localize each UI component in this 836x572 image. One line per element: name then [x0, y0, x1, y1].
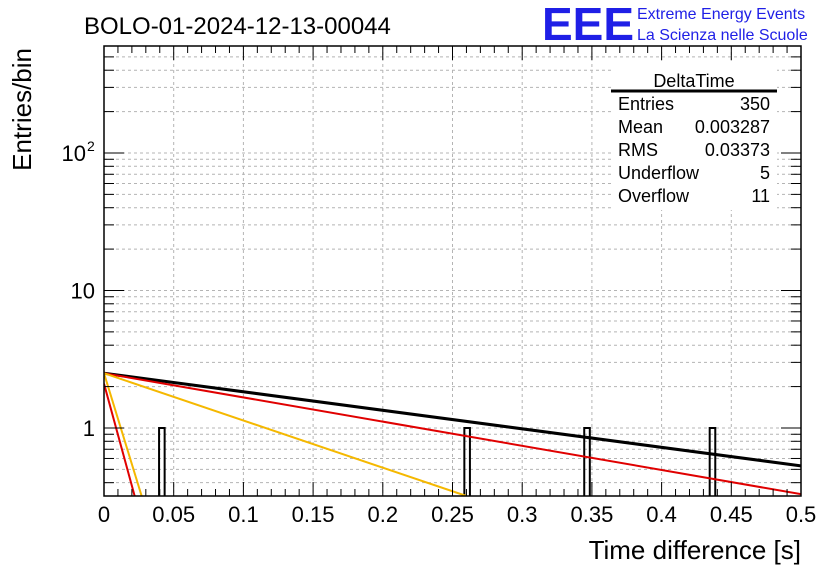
- fit-line: [104, 372, 143, 496]
- y-tick-label: 10: [71, 278, 95, 303]
- eee-logo: EEE: [542, 0, 634, 50]
- axis-ticks: [103, 45, 802, 496]
- x-tick-label: 0.1: [228, 502, 259, 527]
- fit-line: [104, 372, 801, 496]
- stats-box-background: [612, 64, 777, 210]
- grid: [103, 45, 802, 496]
- stats-title: DeltaTime: [653, 71, 734, 91]
- y-axis-title: Entries/bin: [7, 48, 37, 171]
- x-tick-label: 0.45: [710, 502, 753, 527]
- x-tick-label: 0.4: [646, 502, 677, 527]
- stats-row-label: RMS: [618, 140, 658, 160]
- x-tick-label: 0.2: [368, 502, 399, 527]
- run-title: BOLO-01-2024-12-13-00044: [84, 13, 391, 40]
- y-tick-label: 10: [62, 141, 86, 166]
- stats-row-value: 0.003287: [695, 117, 770, 137]
- fit-lines: [104, 371, 801, 496]
- histogram-bar: [463, 426, 471, 496]
- stats-row-value: 5: [760, 163, 770, 183]
- x-tick-label: 0.15: [292, 502, 335, 527]
- fit-line: [104, 383, 136, 496]
- stats-row-label: Mean: [618, 117, 663, 137]
- x-axis-title: Time difference [s]: [589, 535, 801, 565]
- x-tick-label: 0.25: [431, 502, 474, 527]
- org-line1: Extreme Energy Events: [637, 6, 805, 23]
- stats-row-value: 350: [740, 94, 770, 114]
- stats-row-value: 11: [751, 186, 770, 206]
- x-tick-label: 0.35: [570, 502, 613, 527]
- stats-box: DeltaTime Entries 350 Mean 0.003287 RMS 0.033…: [611, 64, 777, 210]
- y-tick-label: 1: [83, 416, 95, 441]
- fit-line: [104, 372, 467, 496]
- x-tick-label: 0.5: [786, 502, 817, 527]
- org-line2: La Scienza nelle Scuole: [637, 27, 808, 44]
- histogram-bar: [158, 426, 166, 496]
- stats-row-value: 0.03373: [705, 140, 770, 160]
- stats-rows: Entries 350 Mean 0.003287 RMS 0.03373Underflo…: [618, 94, 770, 206]
- stats-row-label: Overflow: [618, 186, 690, 206]
- histogram-bar: [583, 426, 591, 496]
- stats-row-label: Entries: [618, 94, 674, 114]
- fit-line: [104, 371, 801, 468]
- x-tick-label: 0.05: [152, 502, 195, 527]
- stats-row-label: Underflow: [618, 163, 700, 183]
- y-tick-exponent: 2: [87, 138, 95, 154]
- tick-labels: 0 0.05 0.1 0.15 0.2 0.25 0.3 0.35 0.4 0.45 0.5 1 10 1…: [62, 138, 817, 527]
- x-tick-label: 0: [98, 502, 110, 527]
- histogram-bars: [158, 426, 717, 496]
- x-tick-label: 0.3: [507, 502, 538, 527]
- histogram-bar: [708, 426, 717, 496]
